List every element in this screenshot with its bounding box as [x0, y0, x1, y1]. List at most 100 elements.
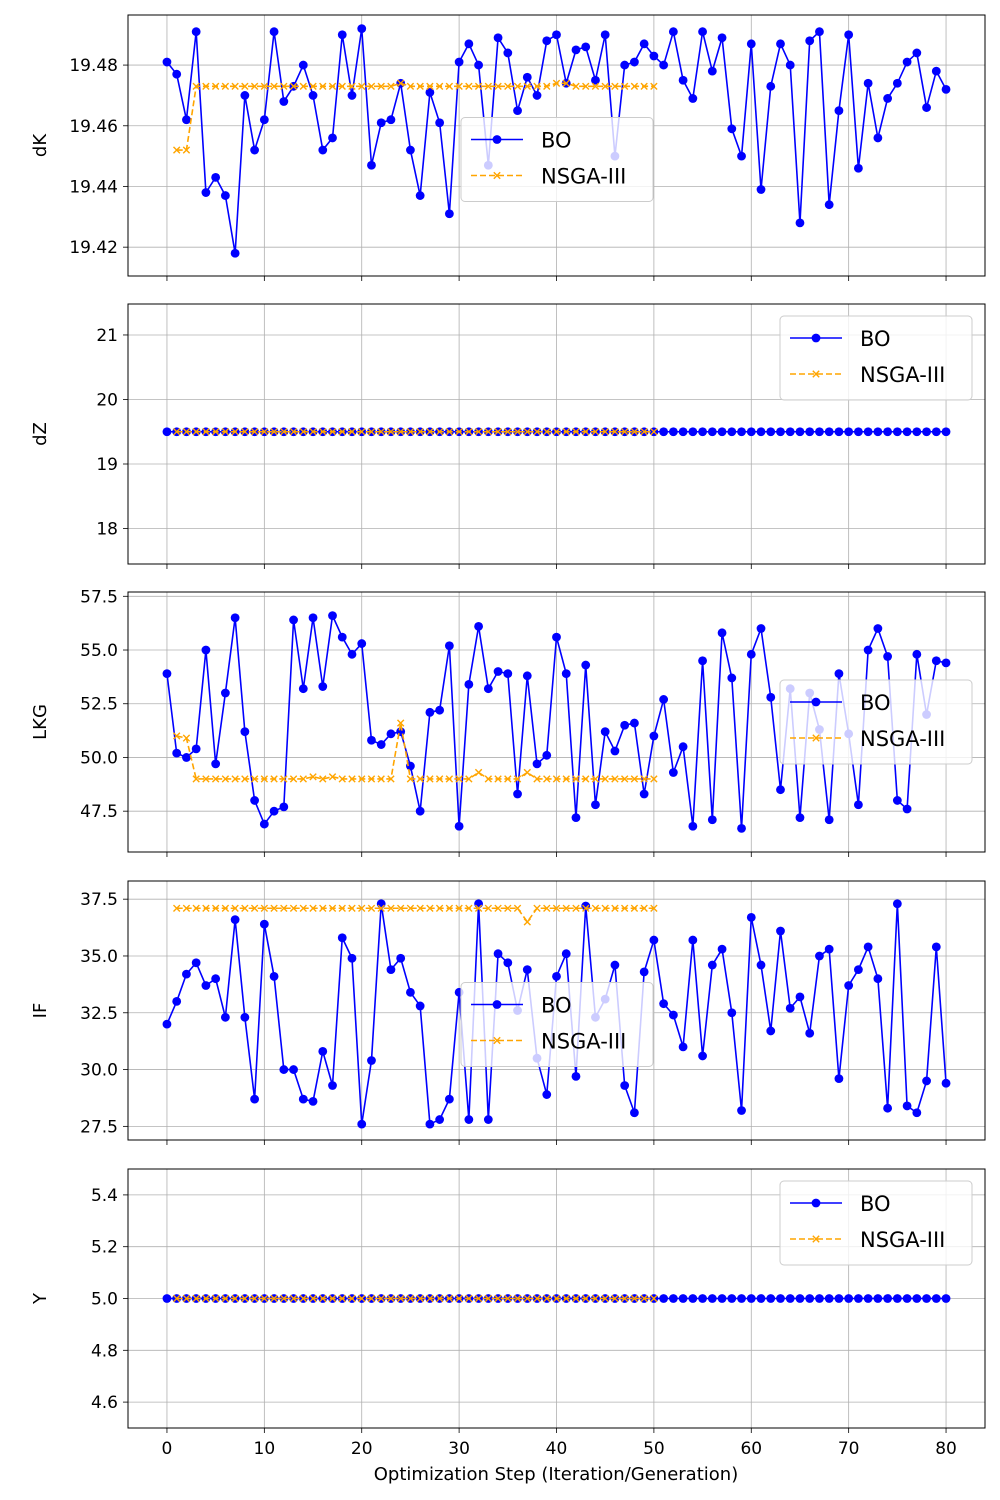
data-point-nsga-iii	[192, 904, 200, 912]
data-point-bo	[698, 27, 707, 37]
data-point-bo	[883, 1103, 893, 1113]
legend-marker	[492, 135, 502, 144]
data-point-nsga-iii	[582, 775, 590, 783]
legend-label: BO	[541, 994, 572, 1018]
subplot-lkg: 47.5 50.0 52.5 55.0 57.5 LKG BO NSGA-III	[30, 587, 986, 857]
data-point-nsga-iii	[435, 1294, 444, 1303]
x-axis-label: Optimization Step (Iteration/Generation)	[374, 1464, 738, 1485]
data-point-nsga-iii	[650, 904, 658, 912]
legend-box	[779, 315, 973, 401]
data-point-nsga-iii	[172, 904, 181, 912]
data-point-bo	[678, 1294, 688, 1303]
data-point-nsga-iii	[406, 1294, 415, 1303]
data-point-bo	[269, 27, 279, 37]
data-point-nsga-iii	[202, 82, 210, 91]
data-point-bo	[815, 1294, 824, 1303]
data-point-nsga-iii	[435, 904, 444, 912]
data-point-nsga-iii	[377, 428, 385, 436]
data-point-nsga-iii	[260, 428, 269, 436]
data-point-bo	[357, 639, 367, 648]
x-tick-label: 60	[740, 1439, 762, 1459]
data-point-nsga-iii	[513, 428, 522, 436]
data-point-bo	[931, 942, 941, 952]
data-point-nsga-iii	[377, 1294, 385, 1303]
data-point-bo	[298, 1094, 308, 1104]
x-tick-label: 30	[448, 1439, 470, 1459]
legend-marker	[812, 734, 820, 742]
series-group	[162, 427, 951, 437]
data-point-nsga-iii	[211, 428, 220, 436]
data-point-nsga-iii	[348, 82, 356, 91]
data-point-bo	[717, 628, 727, 638]
data-point-nsga-iii	[182, 428, 191, 436]
data-point-nsga-iii	[299, 1294, 307, 1303]
data-point-nsga-iii	[504, 775, 512, 783]
data-point-bo	[707, 815, 717, 825]
data-point-nsga-iii	[513, 82, 522, 91]
data-point-bo	[922, 1076, 931, 1086]
data-point-nsga-iii	[455, 775, 463, 783]
data-point-nsga-iii	[426, 904, 434, 912]
data-point-bo	[191, 744, 201, 754]
data-point-nsga-iii	[211, 775, 220, 783]
data-point-nsga-iii	[289, 904, 298, 912]
data-point-bo	[863, 645, 873, 655]
data-point-nsga-iii	[280, 904, 288, 912]
legend-label: NSGA-III	[860, 727, 945, 751]
legend-box	[460, 982, 654, 1067]
data-point-bo	[357, 1119, 367, 1129]
data-point-bo	[337, 933, 347, 943]
legend-marker	[812, 1235, 820, 1243]
data-point-nsga-iii	[572, 904, 580, 912]
data-point-bo	[357, 24, 367, 34]
legend-marker	[811, 697, 821, 707]
data-point-bo	[707, 427, 717, 437]
data-point-bo	[678, 742, 688, 752]
data-point-bo	[220, 191, 230, 200]
data-point-nsga-iii	[250, 904, 259, 912]
data-point-bo	[912, 649, 922, 659]
y-tick-label: 27.5	[80, 1117, 118, 1137]
data-point-bo	[435, 705, 445, 715]
y-tick-label: 19.42	[69, 238, 118, 258]
data-point-nsga-iii	[358, 428, 366, 436]
data-point-nsga-iii	[192, 1294, 200, 1303]
data-point-bo	[649, 935, 659, 945]
data-point-nsga-iii	[572, 1294, 580, 1303]
data-point-bo	[425, 1119, 435, 1129]
plot-frame	[127, 303, 986, 565]
legend: BO NSGA-III	[779, 315, 973, 401]
data-point-nsga-iii	[562, 775, 570, 783]
data-point-nsga-iii	[319, 82, 327, 91]
legend-marker	[811, 1198, 821, 1208]
data-point-nsga-iii	[192, 82, 200, 91]
data-point-bo	[892, 899, 902, 909]
data-point-bo	[367, 735, 376, 745]
y-tick-label: 19.48	[69, 56, 118, 76]
data-point-nsga-iii	[221, 904, 230, 912]
data-point-bo	[425, 707, 435, 717]
data-point-bo	[902, 427, 912, 437]
data-point-nsga-iii	[533, 82, 541, 91]
data-point-nsga-iii	[640, 775, 648, 783]
data-point-bo	[746, 912, 756, 922]
data-point-nsga-iii	[231, 775, 239, 783]
data-point-nsga-iii	[416, 428, 424, 436]
y-tick-label: 5.0	[91, 1290, 118, 1310]
data-point-nsga-iii	[348, 1294, 356, 1303]
data-point-bo	[250, 1094, 260, 1104]
data-point-nsga-iii	[620, 1294, 629, 1303]
data-point-nsga-iii	[465, 82, 473, 91]
data-point-bo	[727, 673, 737, 683]
data-point-nsga-iii	[250, 775, 259, 783]
data-point-bo	[717, 427, 727, 437]
data-point-bo	[630, 718, 639, 728]
data-point-nsga-iii	[465, 904, 473, 912]
data-point-bo	[756, 427, 766, 437]
data-point-bo	[279, 802, 289, 812]
data-point-bo	[396, 953, 406, 963]
data-point-bo	[668, 1294, 678, 1303]
data-point-nsga-iii	[630, 775, 639, 783]
data-point-nsga-iii	[299, 904, 307, 912]
data-point-bo	[600, 30, 610, 40]
